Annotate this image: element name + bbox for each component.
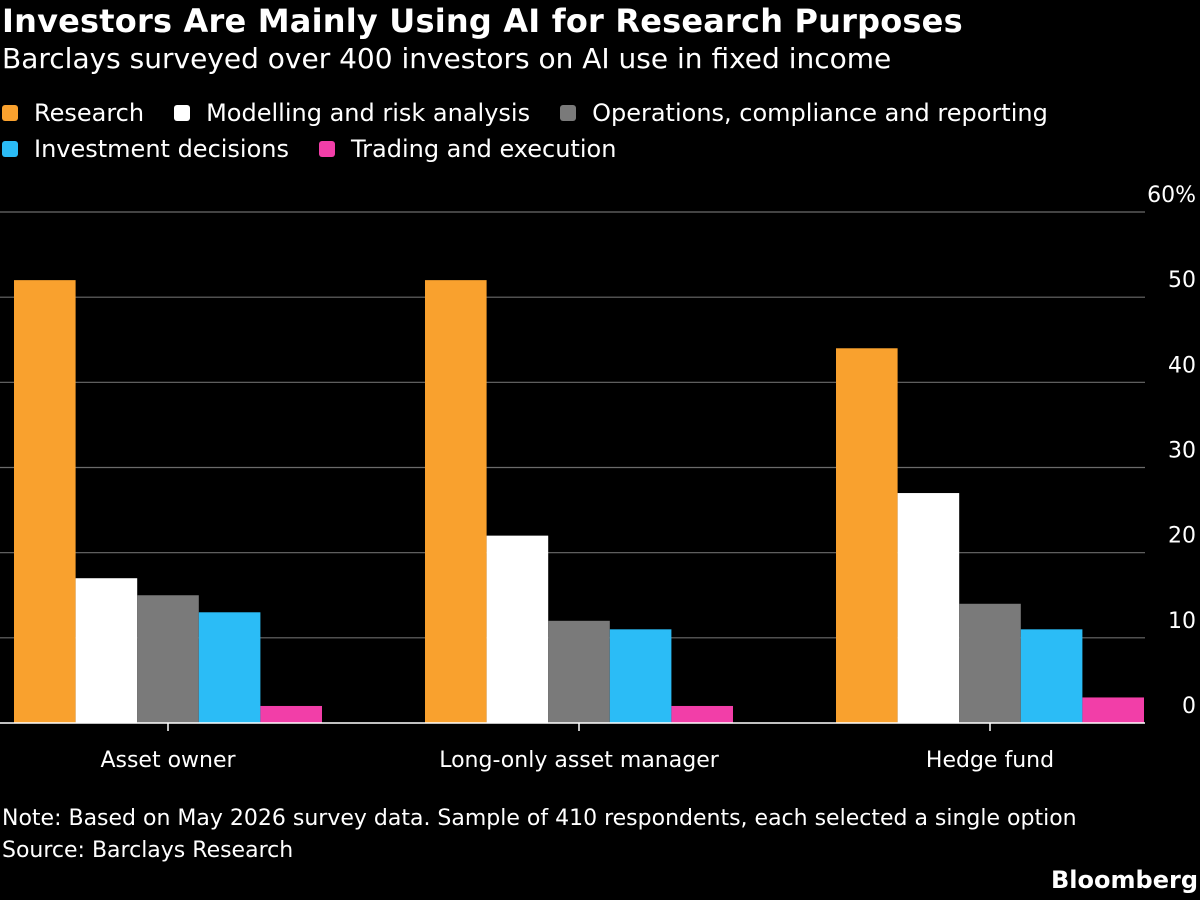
gridlines (0, 211, 1145, 639)
x-axis: Asset owner Long-only asset manager Hedge … (0, 722, 1145, 773)
legend-label-trading: Trading and execution (351, 135, 617, 163)
bar-asset-owner-investment-decisions (198, 612, 261, 723)
y-tick-label-60: 60% (1147, 183, 1196, 208)
legend-label-operations: Operations, compliance and reporting (592, 99, 1048, 127)
bar-long-only-asset-manager-research (425, 280, 487, 723)
x-tick-label-hedge-fund: Hedge fund (926, 748, 1054, 773)
bar-asset-owner-research (14, 280, 76, 723)
legend-swatch-operations (560, 105, 577, 121)
legend-swatch-trading (319, 141, 335, 157)
legend-swatch-investment (2, 141, 18, 157)
y-tick-label-50: 50 (1168, 268, 1196, 293)
source-text: Source: Barclays Research (2, 838, 294, 863)
legend-swatch-modelling (174, 105, 191, 121)
bar-long-only-asset-manager-modelling-and-risk-analysis (486, 535, 549, 723)
y-axis-ticks: 0 10 20 30 40 50 60% (1147, 183, 1196, 719)
legend-label-research: Research (34, 99, 145, 127)
x-tick-label-long-only-asset-manager: Long-only asset manager (439, 748, 720, 773)
bars (14, 280, 1144, 723)
bar-long-only-asset-manager-operations-compliance-and-reporting (548, 620, 610, 723)
chart-footnote: Note: Based on May 2026 survey data. Sam… (2, 803, 1077, 867)
legend-swatch-research (2, 105, 18, 121)
bar-asset-owner-modelling-and-risk-analysis (75, 578, 138, 723)
bar-hedge-fund-modelling-and-risk-analysis (897, 493, 960, 723)
legend-label-modelling: Modelling and risk analysis (206, 99, 531, 127)
y-tick-label-0: 0 (1182, 694, 1196, 719)
bar-hedge-fund-trading-and-execution (1082, 697, 1144, 723)
bar-hedge-fund-investment-decisions (1020, 629, 1083, 723)
chart-title: Investors Are Mainly Using AI for Resear… (2, 2, 963, 40)
bloomberg-logo: Bloomberg (1051, 866, 1198, 894)
bar-hedge-fund-operations-compliance-and-reporting (959, 603, 1021, 723)
y-tick-label-30: 30 (1168, 439, 1196, 464)
y-tick-label-40: 40 (1168, 353, 1196, 378)
bar-asset-owner-trading-and-execution (260, 705, 322, 723)
chart-subtitle: Barclays surveyed over 400 investors on … (2, 42, 892, 75)
x-tick-label-asset-owner: Asset owner (100, 748, 236, 773)
bar-hedge-fund-research (836, 348, 898, 723)
legend-label-investment: Investment decisions (34, 135, 289, 163)
legend-item-investment: Investment decisions (0, 135, 289, 163)
y-tick-label-20: 20 (1168, 524, 1196, 549)
legend-item-modelling: Modelling and risk analysis (172, 99, 530, 127)
note-text: Note: Based on May 2026 survey data. Sam… (2, 806, 1077, 831)
legend: Research Modelling and risk analysis Ope… (0, 99, 1100, 163)
bar-long-only-asset-manager-trading-and-execution (671, 705, 733, 723)
y-tick-label-10: 10 (1168, 609, 1196, 634)
bar-asset-owner-operations-compliance-and-reporting (137, 595, 199, 723)
legend-item-operations: Operations, compliance and reporting (558, 99, 1048, 127)
legend-item-trading: Trading and execution (317, 135, 616, 163)
legend-item-research: Research (0, 99, 144, 127)
bar-long-only-asset-manager-investment-decisions (609, 629, 672, 723)
